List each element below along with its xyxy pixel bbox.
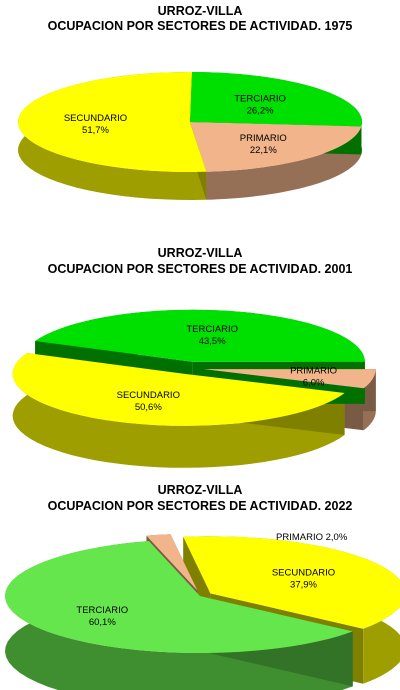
chart-2-value-secundario: 50,6% — [135, 402, 162, 413]
chart-1-slice-primario — [190, 122, 362, 172]
chart-2-label-secundario: SECUNDARIO — [117, 390, 180, 401]
chart-1-value-secundario: 51,7% — [82, 125, 109, 136]
chart-3-slice-secundario — [183, 536, 400, 629]
chart-3-value-secundario: 37,9% — [290, 580, 317, 591]
chart-2-title: URROZ-VILLA — [157, 246, 243, 260]
chart-1-side-primario — [206, 126, 362, 200]
chart-1-title: URROZ-VILLA — [157, 4, 243, 18]
chart-2-label-terciario: TERCIARIO — [186, 324, 238, 335]
chart-2-slice-primario — [203, 369, 376, 389]
chart-3-title: URROZ-VILLA — [157, 483, 243, 497]
chart-1-value-primario: 22,1% — [250, 145, 277, 156]
chart-3-subtitle: OCUPACION POR SECTORES DE ACTIVIDAD. 202… — [47, 499, 353, 513]
chart-3-value-terciario: 60,1% — [89, 617, 116, 628]
chart-1-label-terciario: TERCIARIO — [234, 94, 286, 105]
chart-3-slice-primario — [146, 534, 198, 591]
chart-3-label-primario: PRIMARIO 2,0% — [276, 532, 348, 543]
chart-1-slice-secundario — [17, 72, 207, 172]
chart-2-slice-secundario — [12, 353, 345, 426]
chart-3-slice-terciario — [4, 540, 353, 653]
chart-2-label-primario: PRIMARIO — [290, 366, 337, 377]
chart-1-subtitle: OCUPACION POR SECTORES DE ACTIVIDAD. 197… — [47, 19, 353, 33]
chart-2-value-primario: 6,0% — [303, 378, 325, 389]
chart-3-label-terciario: TERCIARIO — [76, 605, 128, 616]
chart-1-label-primario: PRIMARIO — [240, 133, 287, 144]
chart-1-slice-terciario — [190, 72, 362, 127]
chart-1-label-secundario: SECUNDARIO — [64, 113, 127, 124]
chart-2-value-terciario: 43,5% — [199, 336, 226, 347]
chart-1-value-terciario: 26,2% — [247, 106, 274, 117]
chart-2-slice-terciario — [35, 309, 365, 362]
chart-2-subtitle: OCUPACION POR SECTORES DE ACTIVIDAD. 200… — [47, 262, 353, 276]
chart-2-side-secundario — [12, 353, 345, 468]
chart-3-label-secundario: SECUNDARIO — [272, 568, 335, 579]
